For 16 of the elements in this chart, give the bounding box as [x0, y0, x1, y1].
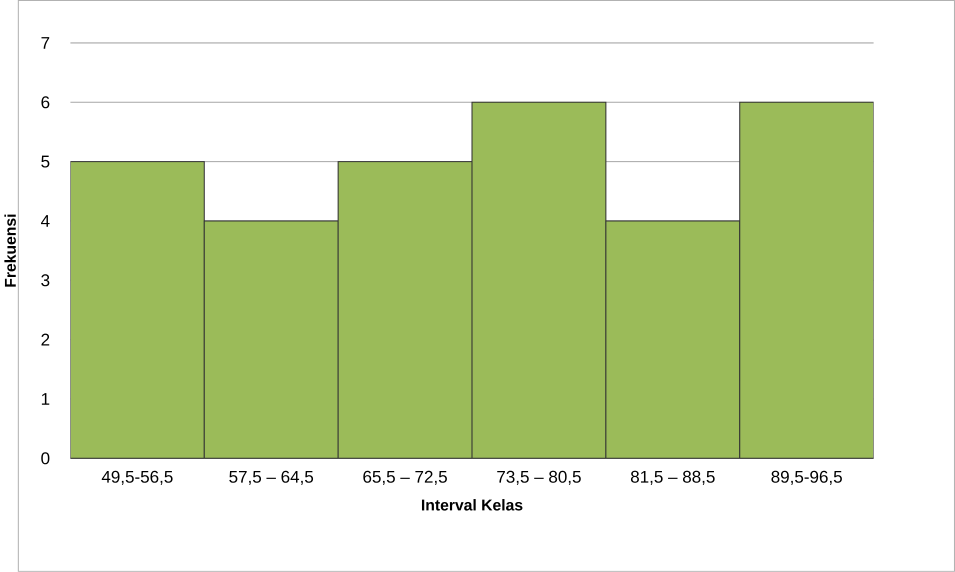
x-tick-label: 57,5 – 64,5 — [229, 470, 314, 485]
y-tick-label: 4 — [41, 215, 50, 227]
x-tick-label: 65,5 – 72,5 — [363, 470, 447, 485]
y-tick-label: 7 — [41, 37, 50, 49]
y-tick-label: 1 — [42, 393, 50, 405]
y-tick-label: 3 — [41, 274, 50, 286]
x-tick-label: 73,5 – 80,5 — [497, 470, 581, 485]
y-axis-title: Frekuensi — [4, 214, 16, 287]
x-tick-label: 89,5-96,5 — [771, 470, 842, 485]
y-tick-label: 5 — [41, 156, 50, 168]
x-axis-title: Interval Kelas — [422, 499, 522, 511]
y-tick-label: 6 — [41, 96, 50, 108]
x-tick-label: 49,5-56,5 — [102, 470, 173, 485]
x-tick-label: 81,5 – 88,5 — [630, 470, 715, 485]
y-tick-label: 0 — [41, 452, 50, 464]
y-tick-label: 2 — [41, 334, 50, 346]
